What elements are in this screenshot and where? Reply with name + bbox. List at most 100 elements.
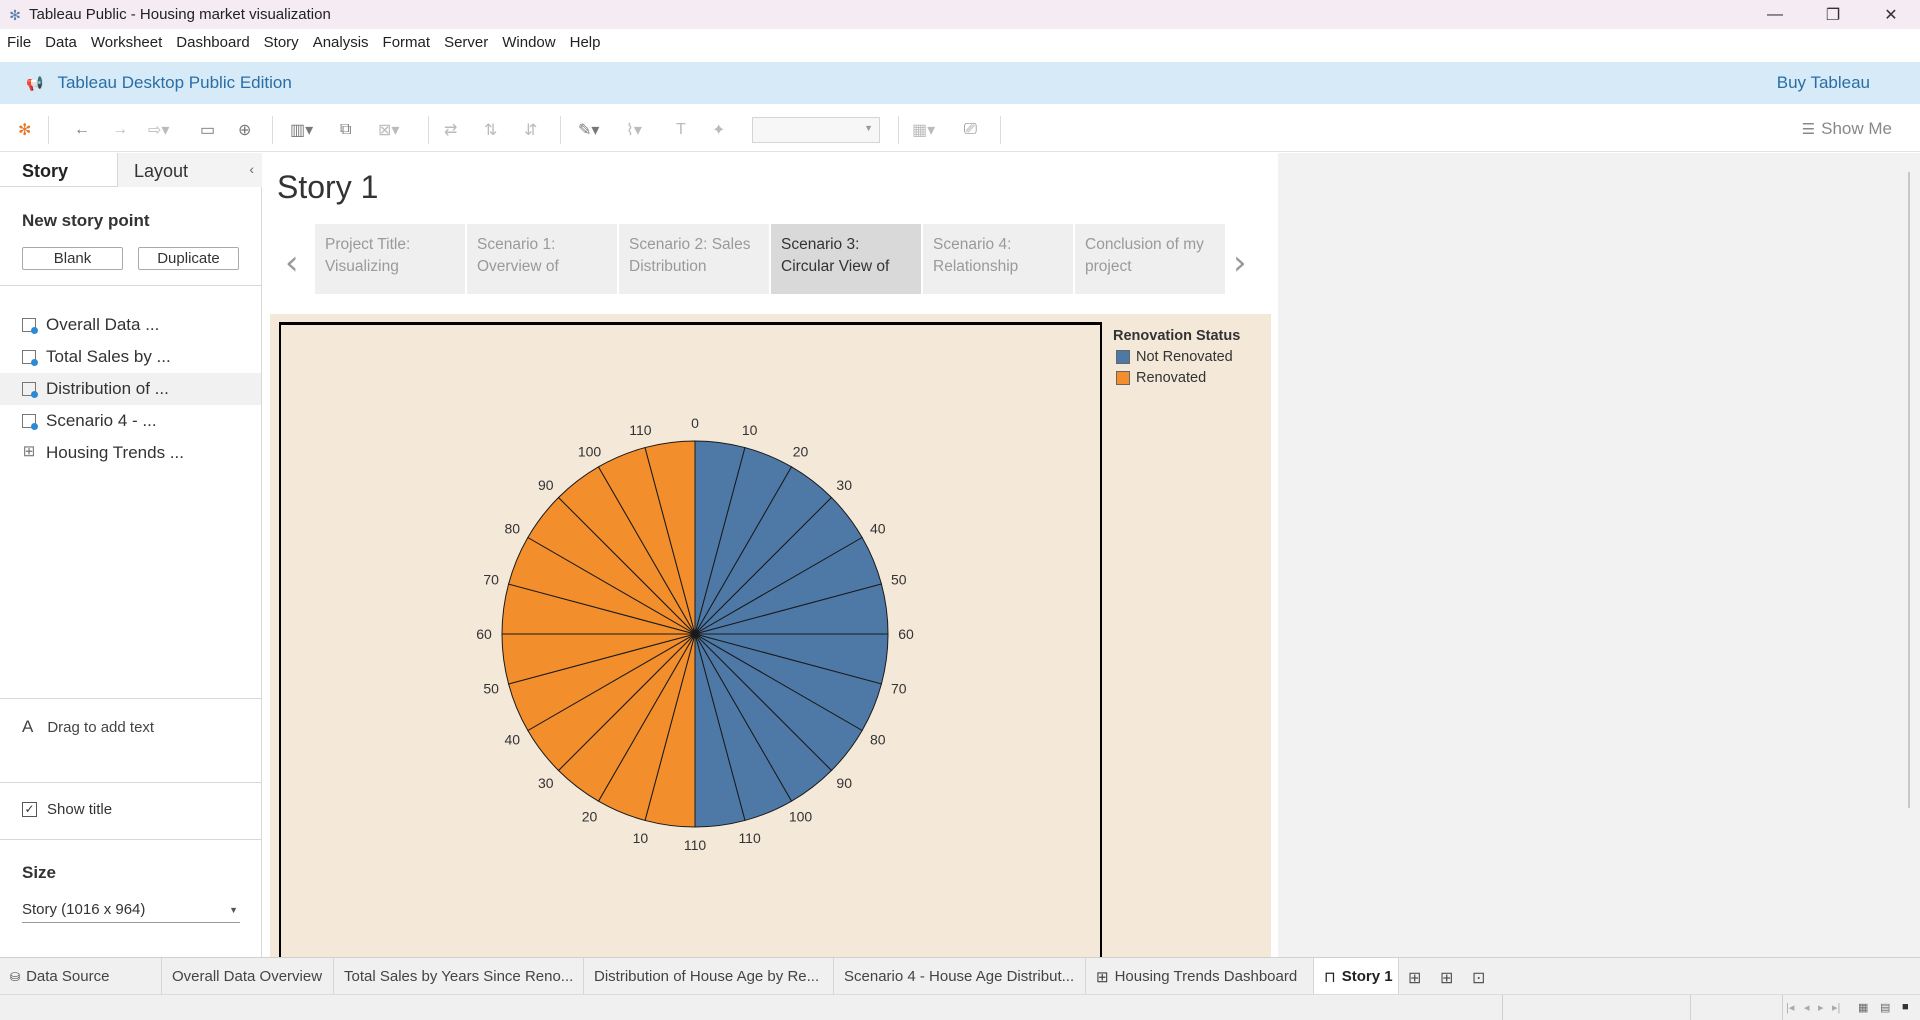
- highlight-icon[interactable]: ✎▾: [578, 122, 600, 139]
- size-dropdown[interactable]: Story (1016 x 964) ▼: [22, 901, 240, 923]
- edition-label: Tableau Desktop Public Edition: [57, 73, 292, 92]
- close-button[interactable]: ✕: [1884, 6, 1898, 24]
- edition-banner: 📢 Tableau Desktop Public Edition Buy Tab…: [0, 62, 1920, 104]
- duplicate-sheet-icon[interactable]: ⧉: [340, 121, 352, 138]
- presentation-mode-icon[interactable]: ⎚: [964, 121, 977, 138]
- legend-swatch: [1116, 371, 1130, 385]
- new-story-icon[interactable]: ⊡: [1472, 970, 1486, 987]
- minimize-button[interactable]: —: [1767, 5, 1783, 23]
- new-worksheet-icon[interactable]: ▥▾: [290, 122, 314, 139]
- tableau-home-icon[interactable]: ✻: [18, 122, 32, 139]
- toolbar: ✻ ← → ⇨▾ ▭ ⊕ ▥▾ ⧉ ⊠▾ ⇄ ⇅ ⇵ ✎▾ ⌇▾ T ✦ ▼ ▦…: [0, 108, 1920, 152]
- show-title-checkbox[interactable]: ✓ Show title: [22, 801, 112, 818]
- worksheet-icon: [22, 350, 38, 366]
- next-story-point-arrow[interactable]: ›: [1233, 243, 1247, 283]
- tab-story-active[interactable]: ⊓ Story 1: [1314, 958, 1399, 995]
- tab-sheet[interactable]: Distribution of House Age by Re...: [584, 958, 834, 995]
- story-point[interactable]: Scenario 1: Overview of: [467, 224, 617, 294]
- menu-window[interactable]: Window: [502, 33, 556, 51]
- previous-sheet-icon[interactable]: ◂: [1804, 1002, 1810, 1014]
- labels-icon[interactable]: T: [676, 121, 686, 138]
- save-icon[interactable]: ▭: [200, 122, 216, 139]
- story-point-line1: Scenario 2: Sales: [629, 236, 751, 253]
- restore-button[interactable]: ❐: [1825, 6, 1841, 24]
- new-dashboard-icon[interactable]: ⊞: [1440, 970, 1454, 987]
- menu-dashboard[interactable]: Dashboard: [176, 33, 250, 51]
- buy-tableau-link[interactable]: Buy Tableau: [1776, 73, 1870, 92]
- undo-icon[interactable]: ←: [74, 121, 90, 138]
- tab-layout[interactable]: Layout ‹: [117, 153, 262, 187]
- menu-format[interactable]: Format: [382, 33, 431, 51]
- redo-icon[interactable]: →: [112, 121, 128, 138]
- fit-dropdown[interactable]: ▼: [752, 117, 880, 143]
- duplicate-button[interactable]: Duplicate: [138, 247, 239, 270]
- menu-worksheet[interactable]: Worksheet: [90, 33, 163, 51]
- legend-item-renovated[interactable]: Renovated: [1116, 370, 1206, 386]
- show-filmstrip-icon[interactable]: ▤: [1880, 1002, 1891, 1014]
- last-sheet-icon[interactable]: ▸|: [1832, 1002, 1841, 1014]
- tab-label: Story 1: [1341, 968, 1393, 985]
- pie-slice-label: 110: [738, 830, 761, 846]
- pie-slice-label: 80: [870, 732, 886, 748]
- menu-data[interactable]: Data: [45, 33, 77, 51]
- show-tabs-icon[interactable]: ■: [1902, 1001, 1909, 1013]
- text-object[interactable]: A Drag to add text: [22, 717, 154, 737]
- collapse-pane-icon[interactable]: ‹: [249, 161, 254, 177]
- menu-server[interactable]: Server: [444, 33, 489, 51]
- pin-icon[interactable]: ✦: [712, 122, 726, 139]
- swap-icon[interactable]: ⇄: [444, 122, 458, 139]
- pie-slice-label: 20: [793, 443, 809, 459]
- show-me-button[interactable]: ☰ Show Me: [1802, 119, 1892, 139]
- pie-slice[interactable]: [644, 440, 696, 635]
- menu-analysis[interactable]: Analysis: [312, 33, 369, 51]
- replay-icon[interactable]: ⇨▾: [148, 122, 170, 139]
- menu-story[interactable]: Story: [263, 33, 299, 51]
- tab-label: Data Source: [26, 968, 110, 985]
- sheet-list-item[interactable]: Scenario 4 - ...: [0, 405, 261, 437]
- sheet-list-item[interactable]: Distribution of ...: [0, 373, 261, 405]
- show-cards-icon[interactable]: ▦▾: [912, 122, 936, 139]
- sort-ascending-icon[interactable]: ⇅: [484, 122, 498, 139]
- story-point-line1: Project Title:: [325, 236, 411, 253]
- sheet-label: Housing Trends ...: [46, 443, 184, 462]
- group-icon[interactable]: ⌇▾: [626, 122, 642, 139]
- story-point[interactable]: Scenario 4: Relationship: [923, 224, 1073, 294]
- sort-descending-icon[interactable]: ⇵: [524, 122, 538, 139]
- story-point-active[interactable]: Scenario 3: Circular View of: [771, 224, 921, 294]
- story-point[interactable]: Scenario 2: Sales Distribution: [619, 224, 769, 294]
- story-point-line1: Scenario 4:: [933, 236, 1012, 253]
- show-sheet-sorter-icon[interactable]: ▦: [1858, 1002, 1869, 1014]
- story-point[interactable]: Project Title: Visualizing: [315, 224, 465, 294]
- tab-dashboard[interactable]: ⊞ Housing Trends Dashboard: [1086, 958, 1314, 995]
- pie-chart[interactable]: 0 10 20 30 40 50 60 70 80 90 100 110 110 10 20 30 40 50 60…: [270, 314, 1100, 957]
- sheet-label: Scenario 4 - ...: [46, 411, 157, 430]
- sheet-list-item[interactable]: Total Sales by ...: [0, 341, 261, 373]
- text-icon: A: [22, 717, 34, 736]
- sheet-list-item[interactable]: ⊞ Housing Trends ...: [0, 437, 261, 469]
- menu-help[interactable]: Help: [569, 33, 601, 51]
- blank-button[interactable]: Blank: [22, 247, 123, 270]
- story-point[interactable]: Conclusion of my project: [1075, 224, 1225, 294]
- first-sheet-icon[interactable]: |◂: [1786, 1002, 1795, 1014]
- vertical-scrollbar[interactable]: [1908, 172, 1910, 808]
- clear-sheet-icon[interactable]: ⊠▾: [378, 122, 400, 139]
- sheet-list-item[interactable]: Overall Data ...: [0, 309, 261, 341]
- new-worksheet-icon[interactable]: ⊞: [1408, 970, 1422, 987]
- tab-story[interactable]: Story: [22, 161, 69, 181]
- legend-item-not-renovated[interactable]: Not Renovated: [1116, 349, 1233, 365]
- size-value: Story (1016 x 964): [22, 901, 146, 918]
- story-point-line2: project: [1085, 258, 1132, 275]
- tab-sheet[interactable]: Scenario 4 - House Age Distribut...: [834, 958, 1086, 995]
- tab-sheet[interactable]: Total Sales by Years Since Reno...: [334, 958, 584, 995]
- tableau-logo-icon: ✻: [9, 6, 21, 23]
- next-sheet-icon[interactable]: ▸: [1818, 1002, 1824, 1014]
- tab-data-source[interactable]: ⛁ Data Source: [0, 958, 162, 995]
- pie-slice-label: 80: [504, 521, 520, 537]
- tab-sheet[interactable]: Overall Data Overview: [162, 958, 334, 995]
- pie-slice-label: 110: [684, 837, 707, 853]
- menu-file[interactable]: File: [7, 33, 32, 51]
- previous-story-point-arrow[interactable]: ‹: [285, 243, 299, 283]
- visualization-area: 0 10 20 30 40 50 60 70 80 90 100 110 110 10 20 30 40 50 60…: [270, 314, 1271, 962]
- new-data-source-icon[interactable]: ⊕: [238, 122, 252, 139]
- story-point-line1: Scenario 3:: [781, 236, 860, 253]
